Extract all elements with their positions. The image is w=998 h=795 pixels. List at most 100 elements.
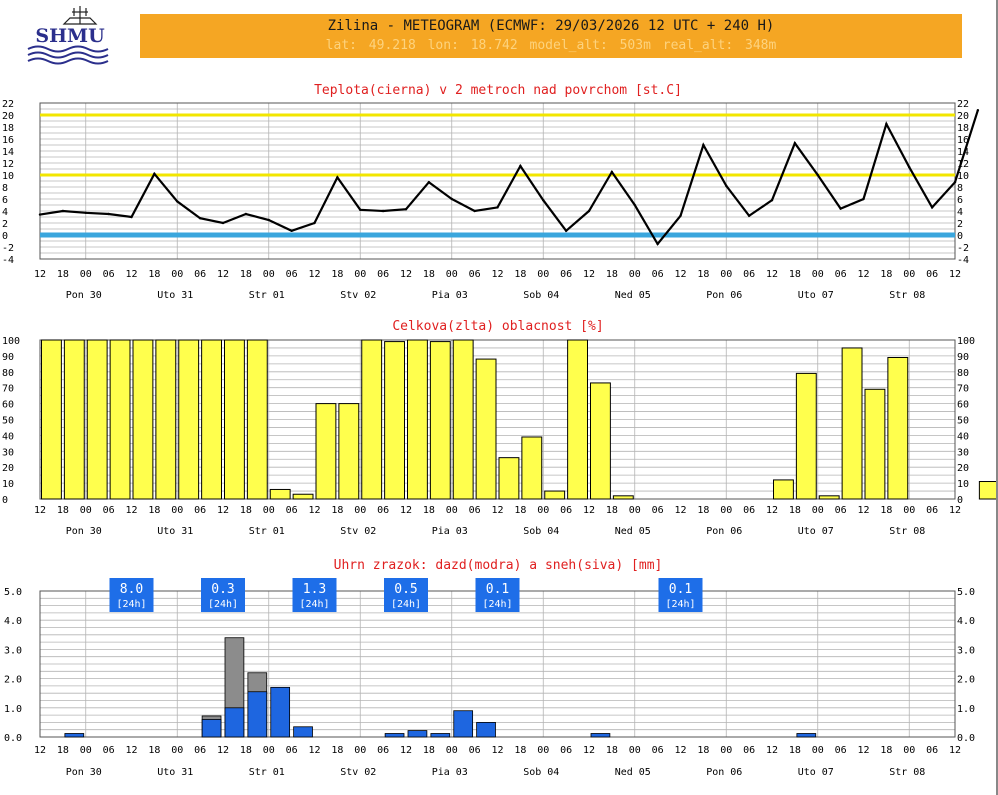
x-hour-label: 18 (240, 505, 252, 516)
daily-total-value: 0.3 (211, 582, 234, 597)
cloud-bar (269, 488, 291, 500)
temperature-point (404, 208, 408, 211)
x-hour-label: 12 (217, 505, 229, 516)
x-hour-label: 00 (720, 505, 732, 516)
x-hour-label: 12 (125, 745, 137, 756)
x-hour-label: 00 (629, 505, 641, 516)
x-day-label: Str 01 (249, 526, 285, 537)
x-hour-label: 18 (880, 505, 892, 516)
x-hour-label: 00 (80, 745, 92, 756)
x-hour-label: 12 (491, 745, 503, 756)
x-hour-label: 12 (583, 269, 595, 280)
x-hour-label: 06 (194, 505, 206, 516)
temperature-point (267, 218, 270, 222)
x-hour-label: 00 (354, 269, 366, 280)
x-hour-label: 06 (194, 745, 206, 756)
x-hour-label: 00 (171, 745, 183, 756)
x-day-label: Pon 06 (706, 526, 742, 537)
x-hour-label: 06 (652, 505, 664, 516)
y-tick-label-right: 2 (957, 219, 963, 230)
daily-total-value: 0.5 (394, 582, 417, 597)
y-tick-label-left: 0 (2, 231, 8, 242)
x-hour-label: 12 (308, 745, 320, 756)
x-hour-label: 06 (103, 505, 115, 516)
x-day-label: Stv 02 (340, 767, 376, 778)
rain-bar (430, 733, 451, 738)
temperature-point (770, 199, 774, 202)
x-day-label: Pon 06 (706, 767, 742, 778)
x-hour-label: 06 (469, 505, 481, 516)
daily-total-unit: [24h] (391, 599, 421, 610)
x-hour-label: 18 (606, 505, 618, 516)
temperature-point (656, 242, 659, 246)
page-edge (996, 0, 998, 795)
x-hour-label: 18 (606, 269, 618, 280)
rain-bar (224, 707, 245, 738)
y-tick-label-left: 20 (2, 463, 14, 474)
x-hour-label: 12 (34, 505, 46, 516)
x-hour-label: 18 (148, 505, 160, 516)
y-tick-label-left: -2 (2, 243, 14, 254)
cloud-bar (612, 495, 634, 500)
x-hour-label: 12 (674, 505, 686, 516)
cloud-bar (429, 341, 451, 500)
temperature-point (244, 212, 248, 216)
location-info: lat: 49.218 lon: 18.742 model_alt: 503m … (325, 38, 777, 53)
temperature-point (130, 215, 133, 219)
x-hour-label: 12 (766, 745, 778, 756)
daily-total-value: 8.0 (120, 582, 143, 597)
logo-text: SHMU (35, 25, 105, 47)
x-hour-label: 00 (263, 269, 275, 280)
x-hour-label: 18 (789, 505, 801, 516)
x-hour-label: 12 (491, 505, 503, 516)
x-hour-label: 12 (857, 269, 869, 280)
x-day-label: Pon 30 (66, 290, 102, 301)
daily-total-value: 0.1 (486, 582, 509, 597)
cloud-bar (978, 481, 998, 500)
x-hour-label: 00 (354, 505, 366, 516)
x-hour-label: 06 (103, 745, 115, 756)
x-day-label: Uto 07 (798, 526, 834, 537)
x-hour-label: 18 (331, 745, 343, 756)
x-hour-label: 00 (537, 269, 549, 280)
x-hour-label: 12 (400, 269, 412, 280)
temperature-point (38, 213, 42, 216)
x-day-label: Pon 06 (706, 290, 742, 301)
y-tick-label-left: 10 (2, 171, 14, 182)
y-tick-label-right: 10 (957, 171, 969, 182)
rain-bar (796, 733, 817, 738)
x-hour-label: 18 (57, 269, 69, 280)
cloud-bar (361, 339, 383, 500)
daily-total-unit: [24h] (208, 599, 238, 610)
x-hour-label: 18 (57, 745, 69, 756)
cloud-bar (887, 356, 909, 500)
daily-total-unit: [24h] (299, 599, 329, 610)
y-tick-label-right: 4 (957, 207, 963, 218)
rain-bar (247, 691, 268, 738)
y-tick-label-left: 0 (2, 495, 8, 506)
y-tick-label-left: 40 (2, 431, 14, 442)
x-hour-label: 06 (652, 269, 664, 280)
cloud-bar (864, 388, 886, 500)
y-tick-label-right: 22 (957, 99, 969, 110)
cloud-bar (567, 339, 588, 500)
x-hour-label: 12 (766, 505, 778, 516)
x-hour-label: 12 (400, 505, 412, 516)
x-day-label: Uto 31 (157, 290, 193, 301)
temperature-point (862, 197, 865, 201)
temperature-point (542, 199, 545, 202)
y-tick-label-left: 70 (2, 384, 14, 395)
x-hour-label: 18 (423, 745, 435, 756)
y-tick-label-left: 18 (2, 123, 14, 134)
y-tick-label-left: 80 (2, 368, 14, 379)
x-hour-label: 06 (286, 505, 298, 516)
cloud-bar (407, 339, 428, 500)
x-hour-label: 18 (331, 269, 343, 280)
x-hour-label: 06 (835, 269, 847, 280)
y-tick-label-right: 5.0 (957, 587, 975, 598)
y-tick-label-left: 100 (2, 336, 20, 347)
x-hour-label: 06 (560, 505, 572, 516)
rain-bar (407, 730, 428, 738)
daily-total-box (658, 578, 703, 612)
x-hour-label: 00 (903, 505, 915, 516)
